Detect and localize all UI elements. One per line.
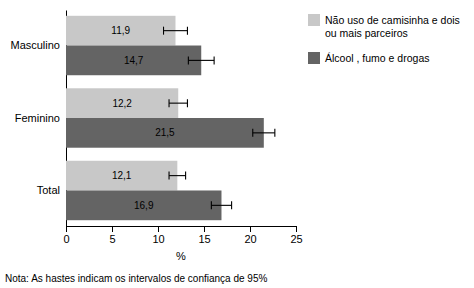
x-tick: 20	[244, 226, 256, 245]
data-labels: 11,9 12,2 12,1 14,7 21,5 16,9	[111, 25, 175, 211]
error-bar-cap	[187, 27, 188, 35]
error-bar-line	[164, 30, 188, 31]
error-bar	[211, 201, 231, 209]
legend-label: Não uso de camisinha e doisou mais parce…	[325, 14, 460, 39]
error-bar-line	[169, 175, 186, 176]
bar	[66, 161, 177, 191]
x-tick-mark	[296, 226, 297, 232]
error-bar-cap	[274, 129, 275, 137]
y-tick-label: Feminino	[15, 112, 60, 124]
x-tick-label: 5	[109, 233, 115, 245]
bar	[66, 16, 175, 46]
legend-swatch	[308, 52, 320, 64]
x-tick-mark	[204, 226, 205, 232]
chart: 0 5 10 15 20 25 Masculino Feminino Total 11,9 12,2…	[0, 0, 474, 288]
error-bar-cap	[231, 201, 232, 209]
error-bar	[188, 56, 214, 64]
x-tick: 15	[198, 226, 210, 245]
error-bar-cap	[163, 27, 164, 35]
x-tick-mark	[112, 226, 113, 232]
error-bar-cap	[187, 99, 188, 107]
legend-swatch	[308, 14, 320, 26]
error-bar-line	[188, 60, 214, 61]
data-label: 12,2	[112, 98, 132, 109]
x-tick-mark	[66, 226, 67, 232]
error-bar	[164, 27, 188, 35]
error-bar-line	[211, 205, 231, 206]
error-bar-cap	[168, 99, 169, 107]
data-label: 12,1	[112, 170, 132, 181]
error-bar	[169, 172, 186, 180]
y-tick: Feminino	[15, 112, 66, 124]
x-tick: 5	[109, 226, 115, 245]
y-tick: Masculino	[10, 39, 66, 51]
x-tick-mark	[158, 226, 159, 232]
x-axis-line	[67, 227, 297, 233]
error-bar-cap	[214, 56, 215, 64]
error-bar-line	[169, 103, 187, 104]
data-label: 11,9	[111, 25, 130, 36]
error-bar-cap	[188, 56, 189, 64]
x-tick-label: 15	[198, 233, 210, 245]
x-tick: 10	[152, 226, 164, 245]
y-tick-label: Masculino	[10, 39, 60, 51]
x-tick-label: 0	[63, 233, 69, 245]
error-bar-cap	[185, 172, 186, 180]
bar	[66, 46, 201, 76]
legend-item: Não uso de camisinha e doisou mais parce…	[308, 14, 460, 39]
x-tick-label: 25	[290, 233, 302, 245]
error-bar-cap	[252, 129, 253, 137]
bar	[66, 88, 178, 118]
error-bar	[253, 129, 275, 137]
legend-label-line: ou mais parceiros	[325, 27, 408, 39]
note: Nota: As hastes indicam os intervalos de…	[5, 273, 267, 284]
data-label: 16,9	[134, 200, 154, 211]
error-bar	[169, 99, 187, 107]
legend-label-line: Não uso de camisinha e dois	[325, 14, 460, 26]
x-tick-label: 10	[152, 233, 164, 245]
error-bar-line	[253, 132, 275, 133]
y-tick: Total	[37, 184, 66, 196]
plot: 0 5 10 15 20 25 Masculino Feminino Total 11,9 12,2…	[10, 11, 302, 263]
error-bar-cap	[211, 201, 212, 209]
x-tick: 25	[290, 226, 302, 245]
x-axis-title: %	[176, 250, 186, 262]
bar	[66, 118, 264, 148]
x-tick-label: 20	[244, 233, 256, 245]
legend: Não uso de camisinha e doisou mais parce…	[308, 14, 460, 64]
data-label: 14,7	[124, 55, 144, 66]
x-axis: 0 5 10 15 20 25	[63, 226, 302, 245]
x-tick: 0	[63, 226, 69, 245]
legend-label-line: Álcool , fumo e drogas	[325, 52, 429, 64]
bar	[66, 190, 221, 220]
error-bar-cap	[168, 172, 169, 180]
y-axis: Masculino Feminino Total	[10, 11, 66, 227]
y-tick-label: Total	[37, 184, 60, 196]
x-tick-mark	[250, 226, 251, 232]
marks	[66, 16, 275, 220]
data-label: 21,5	[155, 127, 175, 138]
legend-label: Álcool , fumo e drogas	[325, 52, 429, 64]
legend-item: Álcool , fumo e drogas	[308, 52, 429, 64]
